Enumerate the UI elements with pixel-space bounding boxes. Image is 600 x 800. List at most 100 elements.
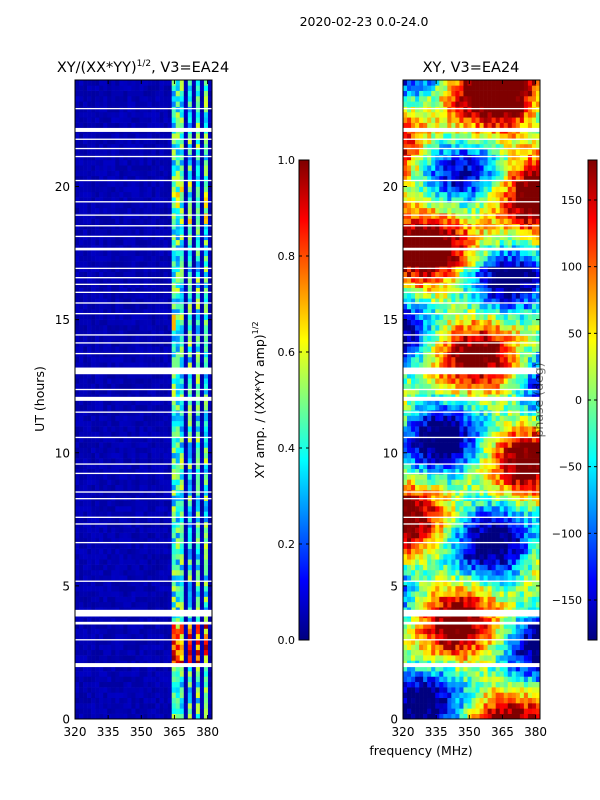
heatmap-cell bbox=[135, 527, 140, 533]
heatmap-cell bbox=[171, 170, 177, 177]
flagged-gap bbox=[75, 283, 212, 286]
heatmap-cell bbox=[503, 665, 509, 672]
flagged-gap bbox=[75, 147, 212, 150]
heatmap-cell bbox=[495, 628, 501, 635]
heatmap-cell bbox=[167, 479, 173, 486]
heatmap-cell bbox=[151, 644, 156, 651]
heatmap-cell bbox=[167, 335, 173, 342]
heatmap-cell bbox=[155, 335, 160, 342]
heatmap-cell bbox=[155, 314, 160, 320]
heatmap-cell bbox=[103, 95, 108, 102]
heatmap-cell bbox=[475, 671, 480, 677]
heatmap-cell bbox=[147, 149, 152, 155]
heatmap-cell bbox=[195, 229, 201, 235]
heatmap-cell bbox=[503, 596, 509, 603]
heatmap-cell bbox=[167, 298, 173, 304]
heatmap-cell bbox=[535, 633, 541, 640]
heatmap-cell bbox=[135, 639, 140, 645]
heatmap-cell bbox=[175, 362, 181, 368]
heatmap-cell bbox=[167, 314, 173, 320]
heatmap-cell bbox=[123, 420, 128, 427]
heatmap-cell bbox=[83, 436, 88, 443]
heatmap-cell bbox=[163, 95, 168, 102]
heatmap-cell bbox=[167, 181, 173, 187]
heatmap-cell bbox=[451, 687, 456, 693]
heatmap-cell bbox=[151, 314, 156, 320]
heatmap-cell bbox=[87, 101, 92, 107]
heatmap-cell bbox=[147, 415, 152, 422]
heatmap-cell bbox=[183, 537, 189, 544]
heatmap-cell bbox=[91, 697, 96, 704]
heatmap-cell bbox=[111, 122, 116, 129]
heatmap-cell bbox=[479, 601, 484, 608]
heatmap-cell bbox=[131, 468, 136, 475]
heatmap-cell bbox=[159, 80, 164, 86]
heatmap-cell bbox=[199, 101, 205, 107]
heatmap-cell bbox=[159, 191, 164, 198]
heatmap-cell bbox=[187, 559, 193, 565]
heatmap-cell bbox=[107, 378, 112, 384]
heatmap-cell bbox=[139, 458, 144, 464]
heatmap-cell bbox=[75, 500, 80, 507]
heatmap-cell bbox=[175, 314, 181, 320]
heatmap-cell bbox=[159, 90, 164, 97]
heatmap-cell bbox=[171, 80, 177, 86]
heatmap-cell bbox=[175, 671, 181, 677]
heatmap-cell bbox=[87, 458, 92, 464]
heatmap-cell bbox=[207, 111, 213, 118]
heatmap-cell bbox=[127, 553, 132, 560]
heatmap-cell bbox=[191, 277, 197, 283]
heatmap-cell bbox=[135, 90, 140, 97]
heatmap-cell bbox=[207, 335, 213, 342]
heatmap-cell bbox=[139, 277, 144, 283]
heatmap-cell bbox=[199, 655, 205, 661]
heatmap-cell bbox=[83, 234, 88, 241]
heatmap-cell bbox=[135, 133, 140, 139]
heatmap-cell bbox=[155, 181, 160, 187]
heatmap-cell bbox=[79, 404, 84, 411]
heatmap-cell bbox=[95, 559, 100, 565]
heatmap-cell bbox=[139, 351, 144, 358]
heatmap-cell bbox=[407, 591, 412, 597]
heatmap-cell bbox=[519, 617, 525, 624]
heatmap-cell bbox=[519, 703, 525, 709]
heatmap-cell bbox=[107, 298, 112, 304]
heatmap-cell bbox=[183, 585, 189, 592]
heatmap-cell bbox=[99, 500, 104, 507]
heatmap-cell bbox=[95, 591, 100, 597]
heatmap-cell bbox=[187, 229, 193, 235]
heatmap-cell bbox=[491, 708, 496, 714]
heatmap-cell bbox=[171, 117, 177, 123]
heatmap-cell bbox=[159, 335, 164, 342]
heatmap-cell bbox=[183, 644, 189, 651]
heatmap-cell bbox=[115, 585, 120, 592]
heatmap-cell bbox=[207, 591, 213, 597]
y-tick-label: 20 bbox=[55, 180, 70, 194]
heatmap-cell bbox=[75, 111, 80, 118]
heatmap-cell bbox=[119, 170, 124, 177]
heatmap-cell bbox=[199, 676, 205, 683]
heatmap-cell bbox=[207, 511, 213, 517]
heatmap-cell bbox=[111, 697, 116, 704]
heatmap-cell bbox=[119, 617, 124, 624]
heatmap-cell bbox=[99, 202, 104, 209]
heatmap-cell bbox=[135, 559, 140, 565]
heatmap-cell bbox=[143, 713, 148, 720]
heatmap-cell bbox=[155, 159, 160, 166]
heatmap-cell bbox=[155, 324, 160, 331]
heatmap-cell bbox=[171, 426, 177, 432]
heatmap-cell bbox=[195, 633, 201, 640]
heatmap-cell bbox=[467, 596, 472, 603]
heatmap-cell bbox=[163, 324, 168, 331]
heatmap-cell bbox=[519, 692, 525, 699]
heatmap-cell bbox=[459, 649, 464, 656]
heatmap-cell bbox=[143, 308, 148, 315]
heatmap-cell bbox=[195, 676, 201, 683]
heatmap-cell bbox=[191, 479, 197, 486]
heatmap-cell bbox=[179, 159, 185, 166]
heatmap-cell bbox=[163, 346, 168, 352]
heatmap-cell bbox=[195, 218, 201, 225]
heatmap-cell bbox=[195, 511, 201, 517]
heatmap-cell bbox=[103, 165, 108, 171]
heatmap-cell bbox=[115, 101, 120, 107]
